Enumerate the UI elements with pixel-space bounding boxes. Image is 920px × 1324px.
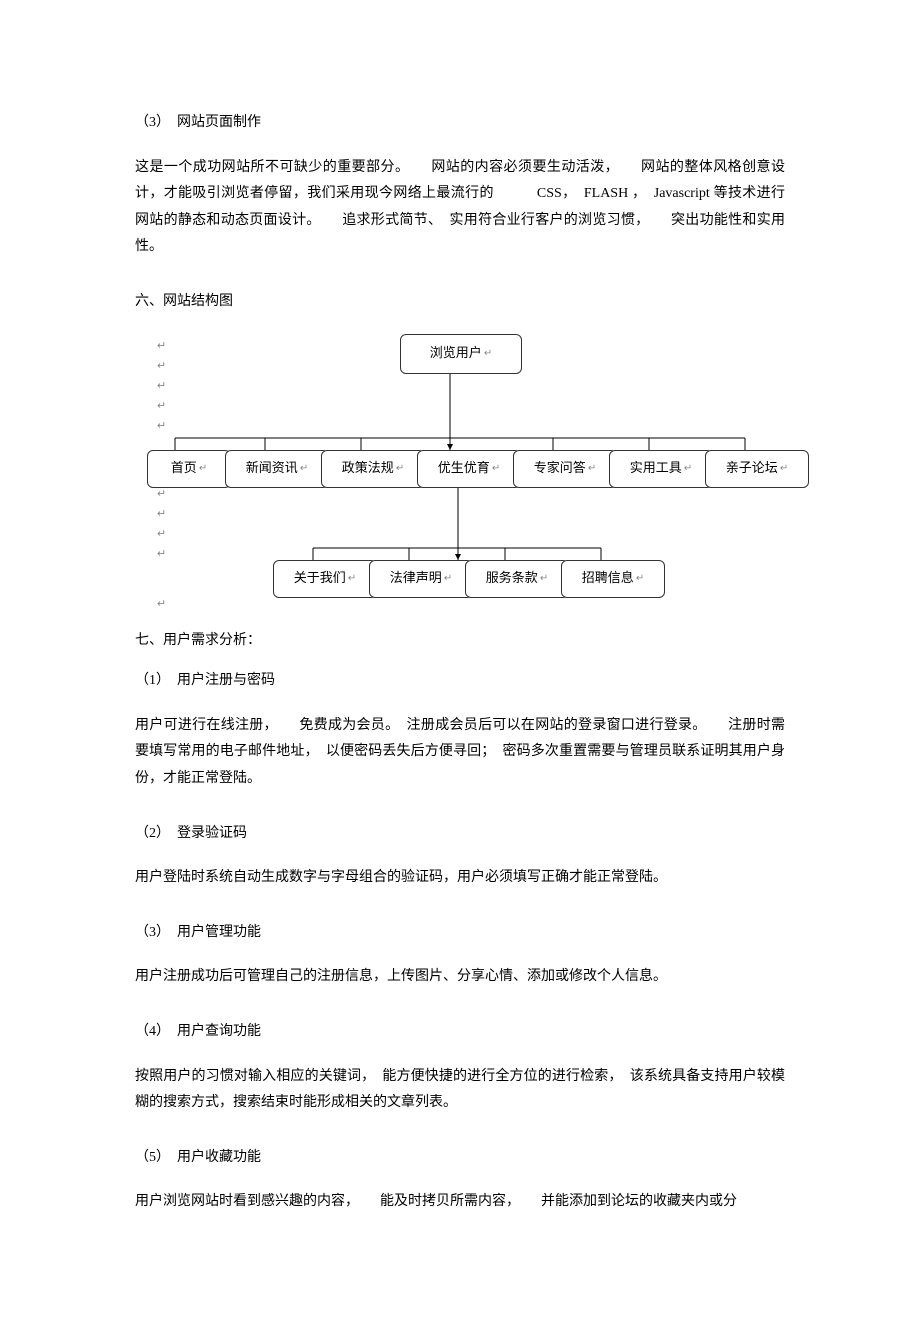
paragraph-mark: ↵: [684, 459, 692, 478]
paragraph-mark: ↵: [780, 459, 788, 478]
paragraph-mark: ↵: [157, 594, 166, 615]
paragraph-mark: ↵: [484, 344, 492, 363]
paragraph-mark: ↵: [157, 416, 166, 437]
paragraph-mark: ↵: [157, 376, 166, 397]
req-2-paragraph: 用户登陆时系统自动生成数字与字母组合的验证码，用户必须填写正确才能正常登陆。: [135, 865, 785, 892]
flowchart-node: 亲子论坛↵: [705, 450, 809, 488]
flowchart-node-label: 政策法规: [342, 456, 394, 481]
flowchart-node-label: 浏览用户: [430, 341, 482, 366]
paragraph-mark: ↵: [300, 459, 308, 478]
paragraph-mark: ↵: [492, 459, 500, 478]
paragraph-mark: ↵: [588, 459, 596, 478]
flowchart-node-label: 优生优育: [438, 456, 490, 481]
req-2-heading: （2） 登录验证码: [135, 821, 785, 848]
flowchart-node: 实用工具↵: [609, 450, 713, 488]
section-3-paragraph: 这是一个成功网站所不可缺少的重要部分。 网站的内容必须要生动活泼， 网站的整体风…: [135, 155, 785, 261]
flowchart-node: 专家问答↵: [513, 450, 617, 488]
req-3-heading: （3） 用户管理功能: [135, 920, 785, 947]
paragraph-mark: ↵: [444, 569, 452, 588]
req-1-heading: （1） 用户注册与密码: [135, 668, 785, 695]
paragraph-mark: ↵: [157, 544, 166, 565]
req-5-heading: （5） 用户收藏功能: [135, 1145, 785, 1172]
flowchart-node-label: 关于我们: [294, 566, 346, 591]
paragraph-mark: ↵: [157, 504, 166, 525]
flowchart-node-label: 实用工具: [630, 456, 682, 481]
section-6-title: 六、网站结构图: [135, 289, 785, 316]
paragraph-mark: ↵: [540, 569, 548, 588]
paragraph-mark: ↵: [157, 524, 166, 545]
flowchart-node-label: 招聘信息: [582, 566, 634, 591]
paragraph-mark: ↵: [396, 459, 404, 478]
flowchart-node: 法律声明↵: [369, 560, 473, 598]
paragraph-mark: ↵: [157, 336, 166, 357]
flowchart-node-label: 专家问答: [534, 456, 586, 481]
paragraph-mark: ↵: [199, 459, 207, 478]
flowchart-node-label: 亲子论坛: [726, 456, 778, 481]
req-5-paragraph: 用户浏览网站时看到感兴趣的内容， 能及时拷贝所需内容， 并能添加到论坛的收藏夹内…: [135, 1189, 785, 1216]
paragraph-mark: ↵: [636, 569, 644, 588]
flowchart-node: 政策法规↵: [321, 450, 425, 488]
site-structure-diagram: ↵↵↵↵↵↵↵↵↵↵浏览用户↵首页↵新闻资讯↵政策法规↵优生优育↵专家问答↵实用…: [135, 330, 775, 610]
paragraph-mark: ↵: [157, 356, 166, 377]
req-1-paragraph: 用户可进行在线注册， 免费成为会员。 注册成会员后可以在网站的登录窗口进行登录。…: [135, 713, 785, 793]
document-page: （3） 网站页面制作 这是一个成功网站所不可缺少的重要部分。 网站的内容必须要生…: [0, 0, 920, 1324]
flowchart-node: 关于我们↵: [273, 560, 377, 598]
req-4-paragraph: 按照用户的习惯对输入相应的关键词， 能方便快捷的进行全方位的进行检索， 该系统具…: [135, 1064, 785, 1117]
req-4-heading: （4） 用户查询功能: [135, 1019, 785, 1046]
flowchart-node: 优生优育↵: [417, 450, 521, 488]
section-7-title: 七、用户需求分析：: [135, 628, 785, 655]
paragraph-mark: ↵: [348, 569, 356, 588]
flowchart-node-label: 法律声明: [390, 566, 442, 591]
flowchart-node-label: 首页: [171, 456, 197, 481]
flowchart-node: 招聘信息↵: [561, 560, 665, 598]
flowchart-node-label: 服务条款: [486, 566, 538, 591]
paragraph-mark: ↵: [157, 396, 166, 417]
flowchart-node: 首页↵: [147, 450, 231, 488]
req-3-paragraph: 用户注册成功后可管理自己的注册信息，上传图片、分享心情、添加或修改个人信息。: [135, 964, 785, 991]
flowchart-node: 浏览用户↵: [400, 334, 522, 374]
flowchart-node-label: 新闻资讯: [246, 456, 298, 481]
flowchart-node: 新闻资讯↵: [225, 450, 329, 488]
section-3-heading: （3） 网站页面制作: [135, 110, 785, 137]
flowchart-node: 服务条款↵: [465, 560, 569, 598]
